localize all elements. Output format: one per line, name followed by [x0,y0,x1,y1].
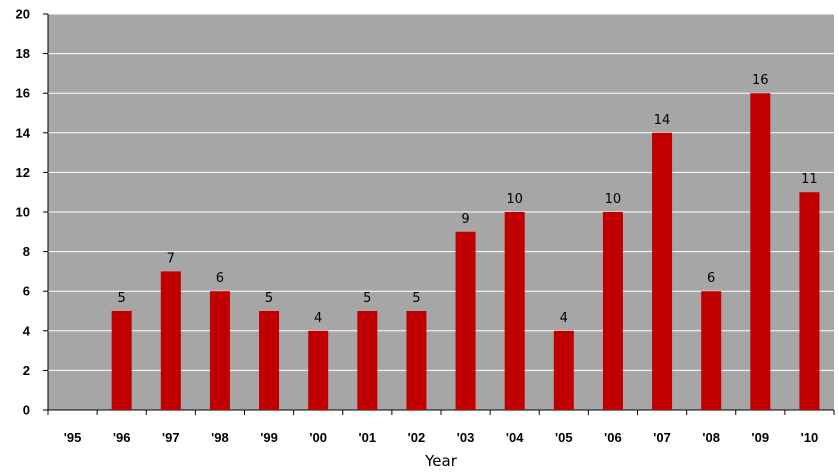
bar [160,271,181,410]
data-label: 10 [506,192,523,207]
data-label: 6 [216,271,224,286]
x-tick-label: '06 [604,430,622,445]
x-tick-label: '02 [408,430,426,445]
bar [406,311,427,410]
x-tick-label: '05 [555,430,573,445]
bar [308,330,329,410]
bar [602,212,623,410]
data-label: 5 [412,291,420,306]
data-label: 11 [801,172,818,187]
bars [111,93,820,411]
y-axis-tick-labels: 0 2 4 6 8 10 12 14 16 18 20 [16,7,31,418]
y-tick-label: 0 [23,403,30,418]
y-tick-label: 18 [16,46,30,61]
x-axis-label: Year [424,452,458,470]
y-tick-label: 14 [16,125,31,140]
data-labels: 5 7 6 5 4 5 5 9 10 4 10 14 6 16 11 [118,73,818,326]
data-label: 10 [605,192,622,207]
data-label: 14 [654,113,671,128]
x-tick-label: '08 [702,430,720,445]
bar [750,93,771,410]
x-tick-label: '01 [359,430,377,445]
x-tick-label: '00 [309,430,327,445]
bar [111,311,132,410]
y-tick-label: 10 [16,205,30,220]
y-tick-label: 12 [16,165,30,180]
y-tick-label: 8 [23,244,30,259]
data-label: 4 [314,311,322,326]
y-tick-label: 2 [23,363,30,378]
x-tick-label: '10 [801,430,819,445]
x-tick-label: '07 [653,430,671,445]
x-tick-label: '95 [64,430,82,445]
data-label: 16 [752,73,769,88]
bar [553,330,574,410]
y-tick-label: 20 [16,7,30,22]
x-axis-tick-labels: '95 '96 '97 '98 '99 '00 '01 '02 '03 '04 '05 '06 '07 '… [64,430,818,445]
x-tick-label: '03 [457,430,475,445]
bar [259,311,280,410]
y-tick-label: 16 [16,86,30,101]
bar [652,132,673,411]
bar [701,291,722,410]
data-label: 9 [461,212,469,227]
x-tick-label: '98 [211,430,229,445]
bar [357,311,378,410]
data-label: 5 [265,291,273,306]
data-label: 4 [560,311,568,326]
data-label: 6 [707,271,715,286]
x-tick-label: '97 [162,430,180,445]
bar [455,231,476,410]
bar [799,192,820,410]
data-label: 5 [363,291,371,306]
x-tick-label: '09 [752,430,770,445]
data-label: 7 [167,251,175,266]
x-tick-label: '96 [113,430,131,445]
y-tick-label: 4 [23,323,31,338]
y-tick-label: 6 [23,284,30,299]
x-tick-label: '99 [260,430,278,445]
bar [504,212,525,410]
x-tick-label: '04 [506,430,524,445]
data-label: 5 [118,291,126,306]
bar [209,291,230,410]
